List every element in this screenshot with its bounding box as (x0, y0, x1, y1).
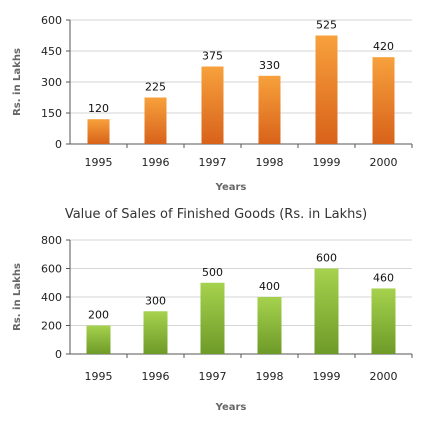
x-tick-label: 1999 (313, 370, 341, 383)
x-axis-title: Years (215, 402, 247, 413)
bar-1995 (86, 325, 111, 354)
x-tick-label: 1998 (256, 156, 284, 169)
data-label: 225 (145, 81, 166, 94)
y-tick-label: 600 (41, 14, 62, 27)
data-label: 400 (259, 280, 280, 293)
y-tick-label: 800 (41, 234, 62, 247)
x-tick-label: 1995 (85, 370, 113, 383)
y-tick-label: 450 (41, 45, 62, 58)
y-tick-label: 200 (41, 320, 62, 333)
x-tick-label: 2000 (370, 156, 398, 169)
bar-1997 (200, 282, 225, 354)
data-label: 120 (88, 102, 109, 115)
chart-title: Value of Sales of Finished Goods (Rs. in… (65, 207, 367, 222)
sales-bar-chart: Value of Sales of Finished Goods (Rs. in… (12, 207, 413, 413)
data-label: 525 (316, 19, 337, 32)
bar-1999 (314, 268, 339, 354)
x-tick-label: 1997 (199, 370, 227, 383)
x-tick-label: 1996 (142, 156, 170, 169)
bar-1997 (201, 66, 224, 144)
y-axis-title: Rs. in Lakhs (12, 263, 23, 331)
bar-1995 (87, 119, 110, 144)
x-tick-label: 1999 (313, 156, 341, 169)
y-tick-label: 400 (41, 291, 62, 304)
data-label: 375 (202, 50, 223, 63)
x-tick-label: 1996 (142, 370, 170, 383)
bar-1998 (258, 75, 281, 144)
y-axis-title: Rs. in Lakhs (12, 48, 23, 116)
bar-2000 (372, 57, 395, 145)
data-label: 600 (316, 252, 337, 265)
bar-1996 (144, 97, 167, 144)
bar-1999 (315, 35, 338, 144)
x-axis-title: Years (215, 182, 247, 193)
y-tick-label: 150 (41, 107, 62, 120)
data-label: 300 (145, 294, 166, 307)
data-label: 460 (373, 271, 394, 284)
y-tick-label: 600 (41, 263, 62, 276)
y-tick-label: 0 (55, 348, 62, 361)
x-tick-label: 1997 (199, 156, 227, 169)
top-bar-chart: 0 150 300 450 600 120 1995 225 1996 375 1997 330 199… (12, 14, 413, 193)
x-tick-label: 1995 (85, 156, 113, 169)
bar-2000 (371, 288, 396, 354)
y-tick-label: 300 (41, 76, 62, 89)
data-label: 500 (202, 266, 223, 279)
x-tick-label: 2000 (370, 370, 398, 383)
y-tick-label: 0 (55, 138, 62, 151)
bar-1998 (257, 297, 282, 354)
x-tick-label: 1998 (256, 370, 284, 383)
data-label: 330 (259, 59, 280, 72)
bar-1996 (143, 311, 168, 354)
data-label: 420 (373, 40, 394, 53)
data-label: 200 (88, 309, 109, 322)
